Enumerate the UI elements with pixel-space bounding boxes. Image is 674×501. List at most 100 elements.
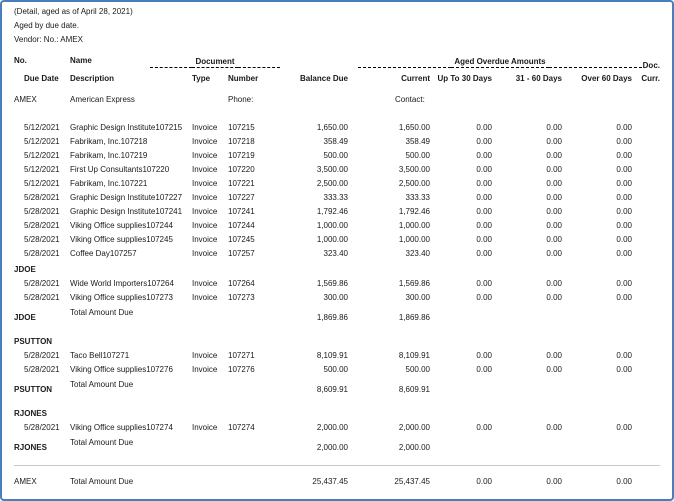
doc-type-cell: Invoice bbox=[192, 193, 218, 202]
purchaser-total-row: RJONES Total Amount Due 2,000.00 2,000.0… bbox=[14, 437, 660, 455]
doc-type-cell: Invoice bbox=[192, 151, 218, 160]
current-cell: 300.00 bbox=[405, 293, 430, 302]
balance-due-cell: 323.40 bbox=[323, 249, 348, 258]
total-amount-due-label: Total Amount Due bbox=[70, 308, 134, 317]
header-group-aged-overdue: Aged Overdue Amounts bbox=[358, 57, 642, 68]
balance-due-cell: 500.00 bbox=[323, 151, 348, 160]
31-60-days-cell: 0.00 bbox=[546, 137, 562, 146]
doc-number-cell: 107221 bbox=[228, 179, 255, 188]
description-cell: Graphic Design Institute107215 bbox=[70, 123, 183, 132]
due-date-cell: 5/28/2021 bbox=[24, 279, 60, 288]
31-60-days-cell: 0.00 bbox=[546, 123, 562, 132]
31-60-days-cell: 0.00 bbox=[546, 365, 562, 374]
31-60-days-cell: 0.00 bbox=[546, 179, 562, 188]
doc-number-cell: 107271 bbox=[228, 351, 255, 360]
description-cell: Fabrikam, Inc.107221 bbox=[70, 179, 148, 188]
description-cell: Wide World Importers107264 bbox=[70, 279, 174, 288]
purchaser-code: PSUTTON bbox=[14, 337, 53, 346]
balance-due-cell: 1,792.46 bbox=[316, 207, 348, 216]
doc-type-cell: Invoice bbox=[192, 293, 218, 302]
balance-due-cell: 8,109.91 bbox=[316, 351, 348, 360]
doc-number-cell: 107276 bbox=[228, 365, 255, 374]
description-cell: Viking Office supplies107276 bbox=[70, 365, 173, 374]
balance-due-cell: 1,000.00 bbox=[316, 235, 348, 244]
up-to-30-days-cell: 0.00 bbox=[476, 179, 492, 188]
over-60-days-cell: 0.00 bbox=[616, 365, 632, 374]
header-group-document: Document bbox=[150, 57, 280, 68]
doc-type-cell: Invoice bbox=[192, 423, 218, 432]
up-to-30-days-cell: 0.00 bbox=[476, 207, 492, 216]
description-cell: Viking Office supplies107274 bbox=[70, 423, 173, 432]
header-curr: Curr. bbox=[641, 74, 660, 83]
due-date-cell: 5/28/2021 bbox=[24, 193, 60, 202]
purchaser-group-header: JDOE bbox=[14, 263, 660, 277]
total-balance-due-cell: 1,869.86 bbox=[316, 313, 348, 322]
current-cell: 323.40 bbox=[405, 249, 430, 258]
current-cell: 1,000.00 bbox=[398, 221, 430, 230]
report-subtitle-detail: (Detail, aged as of April 28, 2021) bbox=[14, 7, 133, 16]
balance-due-cell: 2,000.00 bbox=[316, 423, 348, 432]
due-date-cell: 5/12/2021 bbox=[24, 179, 60, 188]
table-header: No. Name Document Aged Overdue Amounts D… bbox=[14, 55, 660, 91]
31-60-days-cell: 0.00 bbox=[546, 351, 562, 360]
vendor-contact-label: Contact: bbox=[395, 95, 425, 104]
over-60-days-cell: 0.00 bbox=[616, 221, 632, 230]
balance-due-cell: 500.00 bbox=[323, 365, 348, 374]
grand-total-doc-curr-cell bbox=[632, 475, 660, 489]
dashed-rule bbox=[358, 67, 452, 68]
header-31-60-days: 31 - 60 Days bbox=[515, 74, 562, 83]
grand-total-vendor-code: AMEX bbox=[14, 477, 37, 486]
doc-type-cell: Invoice bbox=[192, 207, 218, 216]
doc-curr-cell bbox=[632, 363, 660, 377]
over-60-days-cell: 0.00 bbox=[616, 249, 632, 258]
total-balance-due-cell: 8,609.91 bbox=[316, 385, 348, 394]
current-cell: 1,569.86 bbox=[398, 279, 430, 288]
grand-total-rule bbox=[14, 465, 660, 466]
purchaser-total-row: PSUTTON Total Amount Due 8,609.91 8,609.… bbox=[14, 379, 660, 397]
vendor-row: AMEX American Express Phone: Contact: bbox=[14, 93, 660, 107]
doc-curr-cell bbox=[632, 149, 660, 163]
invoice-row: 5/28/2021 Graphic Design Institute107227… bbox=[14, 191, 660, 205]
doc-number-cell: 107264 bbox=[228, 279, 255, 288]
purchaser-code: RJONES bbox=[14, 443, 47, 452]
invoice-row: 5/12/2021 Fabrikam, Inc.107218 Invoice 1… bbox=[14, 135, 660, 149]
due-date-cell: 5/12/2021 bbox=[24, 151, 60, 160]
invoice-row: 5/28/2021 Viking Office supplies107244 I… bbox=[14, 219, 660, 233]
invoice-row: 5/28/2021 Taco Bell107271 Invoice 107271… bbox=[14, 349, 660, 363]
over-60-days-cell: 0.00 bbox=[616, 123, 632, 132]
doc-curr-cell bbox=[632, 277, 660, 291]
up-to-30-days-cell: 0.00 bbox=[476, 137, 492, 146]
vendor-code: AMEX bbox=[14, 95, 37, 104]
up-to-30-days-cell: 0.00 bbox=[476, 151, 492, 160]
doc-number-cell: 107257 bbox=[228, 249, 255, 258]
doc-type-cell: Invoice bbox=[192, 179, 218, 188]
due-date-cell: 5/28/2021 bbox=[24, 365, 60, 374]
current-cell: 500.00 bbox=[405, 365, 430, 374]
invoice-rows-ungrouped: 5/12/2021 Graphic Design Institute107215… bbox=[14, 121, 660, 261]
up-to-30-days-cell: 0.00 bbox=[476, 423, 492, 432]
balance-due-cell: 1,000.00 bbox=[316, 221, 348, 230]
doc-curr-cell bbox=[632, 247, 660, 261]
header-due-date: Due Date bbox=[24, 74, 59, 83]
current-cell: 500.00 bbox=[405, 151, 430, 160]
current-cell: 1,650.00 bbox=[398, 123, 430, 132]
invoice-row: 5/12/2021 Fabrikam, Inc.107221 Invoice 1… bbox=[14, 177, 660, 191]
doc-number-cell: 107273 bbox=[228, 293, 255, 302]
doc-curr-cell bbox=[632, 121, 660, 135]
doc-type-cell: Invoice bbox=[192, 365, 218, 374]
purchaser-code: JDOE bbox=[14, 313, 36, 322]
due-date-cell: 5/12/2021 bbox=[24, 137, 60, 146]
31-60-days-cell: 0.00 bbox=[546, 249, 562, 258]
doc-type-cell: Invoice bbox=[192, 137, 218, 146]
31-60-days-cell: 0.00 bbox=[546, 151, 562, 160]
header-name: Name bbox=[70, 56, 92, 65]
description-cell: Graphic Design Institute107227 bbox=[70, 193, 183, 202]
due-date-cell: 5/12/2021 bbox=[24, 165, 60, 174]
doc-type-cell: Invoice bbox=[192, 351, 218, 360]
spacer-cell bbox=[192, 93, 228, 107]
purchaser-code: PSUTTON bbox=[14, 385, 53, 394]
due-date-cell: 5/28/2021 bbox=[24, 423, 60, 432]
doc-type-cell: Invoice bbox=[192, 279, 218, 288]
balance-due-cell: 333.33 bbox=[323, 193, 348, 202]
